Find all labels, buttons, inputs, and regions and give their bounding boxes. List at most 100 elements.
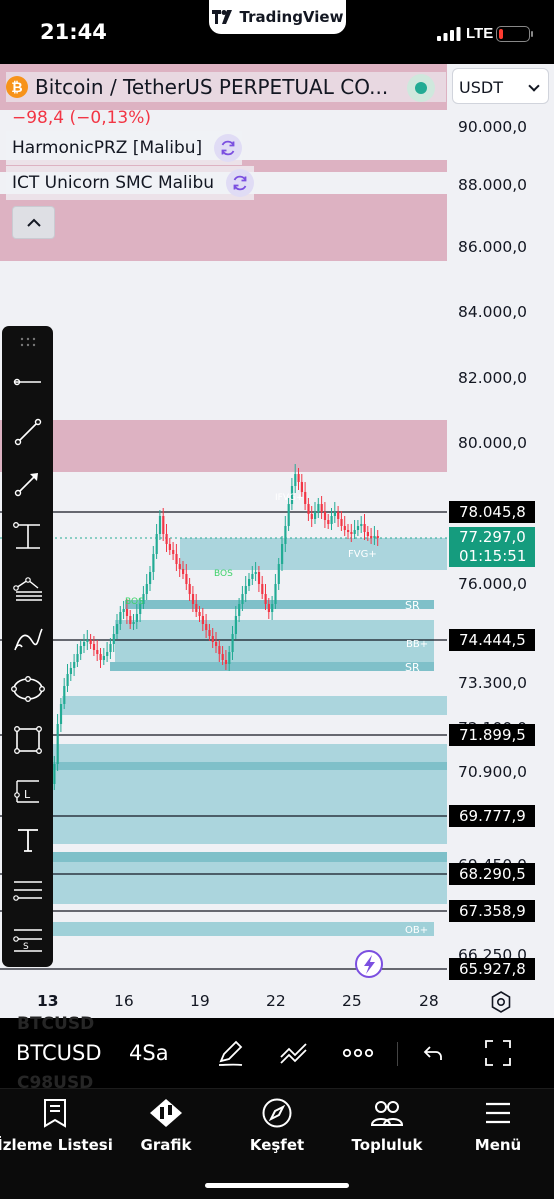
supply-zone-3 xyxy=(0,194,447,261)
demand-zone-4 xyxy=(52,770,447,844)
indicator-ict-unicorn[interactable]: ICT Unicorn SMC Malibu xyxy=(6,166,255,200)
tab-community[interactable]: Topluluk xyxy=(332,1096,442,1154)
candle-body xyxy=(145,584,148,594)
time-label: 19 xyxy=(190,992,210,1010)
chart-area[interactable]: FVG+ SR BB+ SR OB+ BOS BOS IFVG+ 90.000,… xyxy=(0,64,554,988)
symbol-title[interactable]: Bitcoin / TetherUS PERPETUAL CO... xyxy=(35,75,389,99)
tab-watchlist[interactable]: İzleme Listesi xyxy=(0,1096,113,1154)
candle-body xyxy=(314,512,317,519)
undo-icon[interactable] xyxy=(416,1036,450,1070)
fullscreen-icon[interactable] xyxy=(481,1036,515,1070)
candle-body xyxy=(102,656,105,660)
text-icon[interactable] xyxy=(10,822,46,858)
level-tag[interactable]: 68.290,5 xyxy=(449,863,535,885)
candle-body xyxy=(132,622,135,624)
candle-body xyxy=(109,644,112,652)
candle-body xyxy=(152,554,155,572)
collapse-indicators-button[interactable] xyxy=(12,206,55,239)
drawing-pen-icon[interactable] xyxy=(213,1036,247,1070)
candle-body xyxy=(172,550,175,554)
candle-body xyxy=(267,604,270,612)
chart-canvas[interactable]: FVG+ SR BB+ SR OB+ BOS BOS IFVG+ xyxy=(0,64,554,988)
network-type: LTE xyxy=(466,25,494,42)
currency-select[interactable]: USDT xyxy=(452,68,549,104)
drawing-toolbar[interactable]: L S xyxy=(2,326,53,967)
ellipse-icon[interactable] xyxy=(10,671,46,707)
candle-body xyxy=(106,652,109,656)
candle-body xyxy=(353,530,356,534)
refresh-icon[interactable] xyxy=(214,134,243,162)
chart-settings-icon[interactable] xyxy=(491,991,511,1013)
candle-body xyxy=(340,519,343,526)
candle-body xyxy=(241,594,244,604)
level-tag[interactable]: 69.777,9 xyxy=(449,805,535,827)
label-ob: OB+ xyxy=(405,925,428,936)
indicator-harmonicprz[interactable]: HarmonicPRZ [Malibu] xyxy=(6,131,243,165)
level-tag[interactable]: 78.045,8 xyxy=(449,501,535,523)
fib-icon[interactable]: L xyxy=(10,772,46,808)
candle-body xyxy=(224,660,228,664)
candle-body xyxy=(320,504,323,512)
indicator-label[interactable]: ICT Unicorn SMC Malibu xyxy=(12,173,215,193)
tab-label: Topluluk xyxy=(351,1136,423,1154)
scale-icon[interactable]: S xyxy=(10,922,46,958)
label-ifvg: IFVG+ xyxy=(275,493,304,503)
battery-level xyxy=(499,29,503,39)
battery-tip xyxy=(531,31,533,37)
candle-body xyxy=(129,616,132,624)
ticker-prev[interactable]: BTCUSD xyxy=(17,1014,95,1034)
candle-body xyxy=(264,594,267,604)
level-tag[interactable]: 65.927,8 xyxy=(449,958,535,980)
price-label: 90.000,0 xyxy=(458,118,528,136)
indicators-icon[interactable] xyxy=(277,1036,311,1070)
ticker-button[interactable]: BTCUSD xyxy=(16,1041,102,1065)
candle-body xyxy=(300,482,303,492)
candle-body xyxy=(56,724,59,764)
time-label: 22 xyxy=(266,992,286,1010)
tab-explore[interactable]: Keşfet xyxy=(222,1096,332,1154)
battery-icon xyxy=(496,26,530,42)
candle-body xyxy=(66,674,69,686)
candle-body xyxy=(373,536,376,538)
tab-chart[interactable]: Grafik xyxy=(111,1096,221,1154)
indicator-label[interactable]: HarmonicPRZ [Malibu] xyxy=(12,138,203,158)
more-icon[interactable] xyxy=(341,1036,375,1070)
candle-body xyxy=(99,654,102,660)
alert-lightning-icon[interactable] xyxy=(355,950,383,978)
candle-body xyxy=(116,624,119,634)
candle-body xyxy=(211,636,214,642)
candle-body xyxy=(261,584,264,594)
arrow-line-icon[interactable] xyxy=(10,465,46,501)
candle-body xyxy=(79,646,82,654)
horizontal-line-icon[interactable] xyxy=(10,364,46,400)
time-axis[interactable]: 13 16 19 22 25 28 xyxy=(0,988,554,1018)
candle-body xyxy=(290,486,294,504)
tab-menu[interactable]: Menü xyxy=(443,1096,553,1154)
parallel-channel-icon[interactable] xyxy=(10,872,46,908)
level-tag[interactable]: 74.444,5 xyxy=(449,629,535,651)
candle-body xyxy=(178,564,181,569)
candle-body xyxy=(191,594,195,604)
candle-body xyxy=(63,686,66,704)
interval-button[interactable]: 4Sa xyxy=(129,1041,169,1065)
rectangle-icon[interactable] xyxy=(10,722,46,758)
current-price: 77.297,0 xyxy=(459,528,526,546)
pitchfork-icon[interactable] xyxy=(10,569,46,605)
refresh-icon[interactable] xyxy=(226,169,255,197)
symbol-header[interactable]: ₿ Bitcoin / TetherUS PERPETUAL CO... xyxy=(6,72,446,102)
candle-body xyxy=(86,640,89,642)
drag-handle-icon[interactable] xyxy=(10,330,46,354)
level-tag[interactable]: 71.899,5 xyxy=(449,724,535,746)
candle-body xyxy=(323,512,327,520)
candle-body xyxy=(188,584,191,594)
tradingview-logo-icon xyxy=(211,10,232,24)
level-tag[interactable]: 67.358,9 xyxy=(449,900,535,922)
tradingview-pill[interactable]: TradingView xyxy=(209,0,346,34)
sr-zone-1 xyxy=(125,600,434,609)
candle-body xyxy=(112,634,115,644)
long-position-icon[interactable] xyxy=(10,518,46,554)
label-bos-1: BOS xyxy=(125,597,144,607)
current-price-tag[interactable]: 77.297,0 01:15:51 xyxy=(449,527,535,567)
trend-line-icon[interactable] xyxy=(10,414,46,450)
brush-icon[interactable] xyxy=(10,620,46,656)
